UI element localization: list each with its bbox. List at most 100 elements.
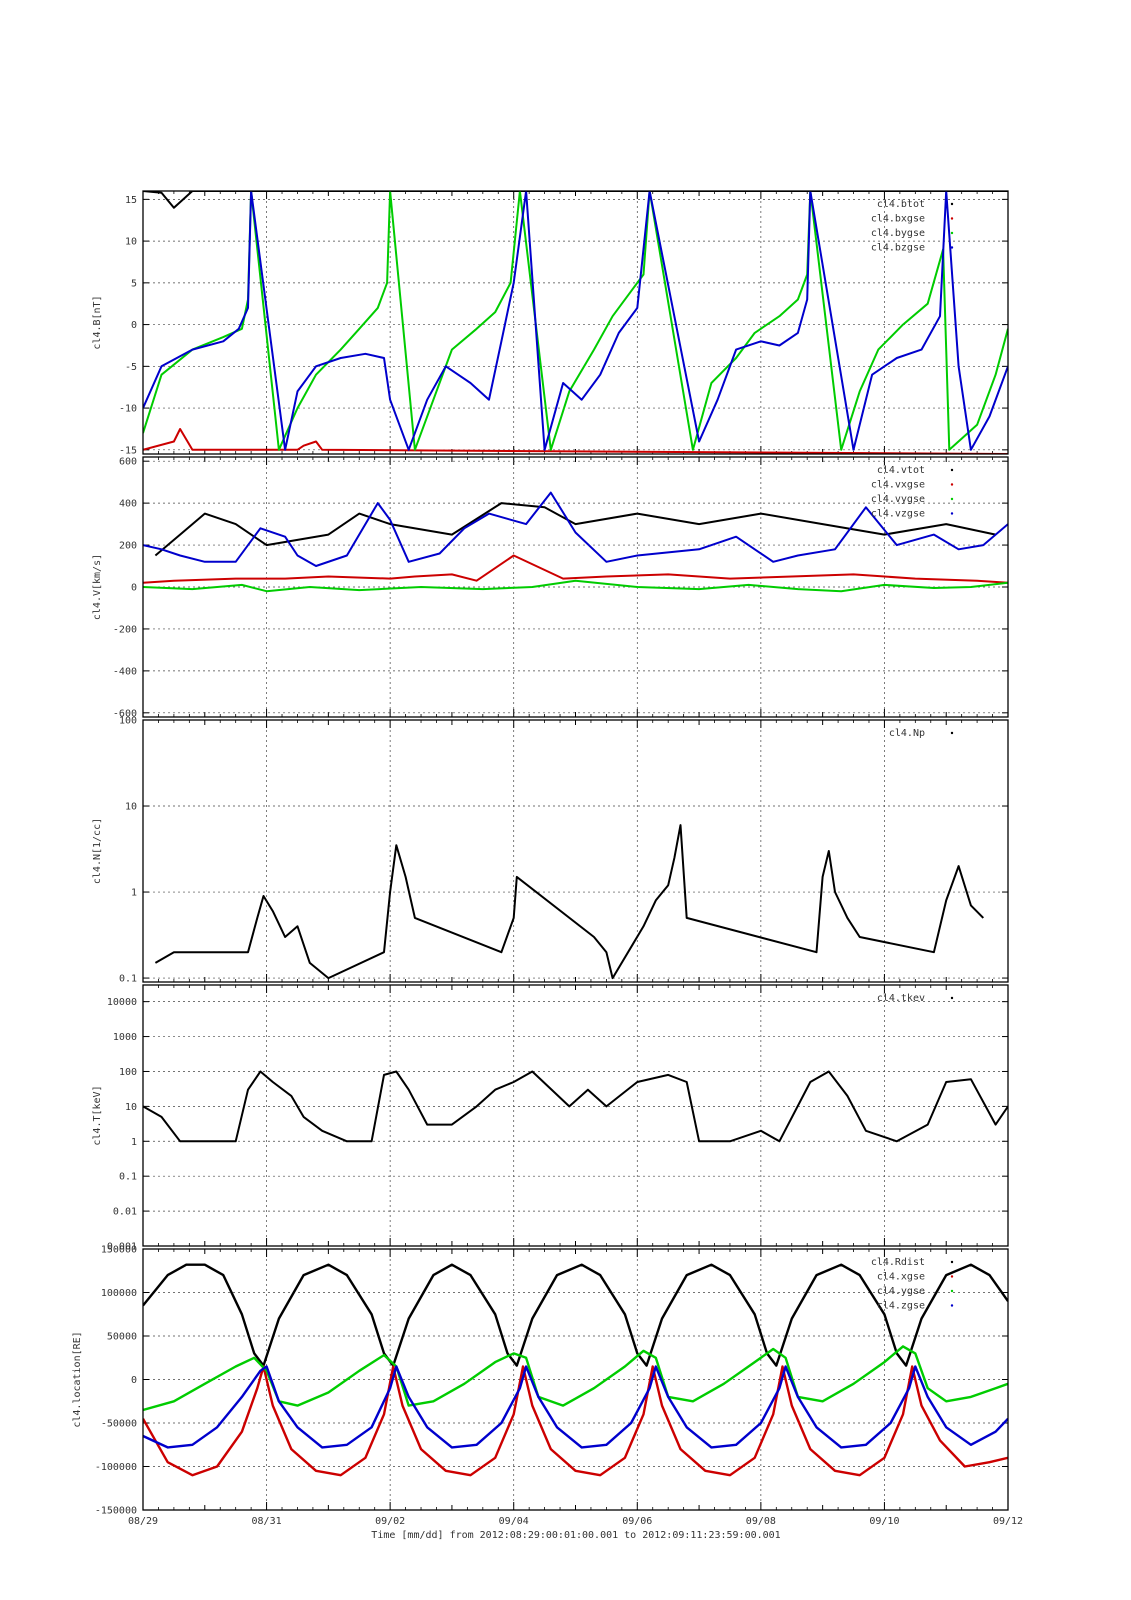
panel-frame: [142, 456, 1009, 718]
y-tick-label: 1000: [113, 1032, 137, 1043]
legend-label: cl4.xgse: [877, 1272, 925, 1283]
legend-marker: [950, 202, 954, 206]
x-tick-label: 09/12: [993, 1516, 1023, 1527]
series-cl4-btot: [143, 191, 1008, 209]
y-axis-title: cl4.V[km/s]: [92, 554, 103, 620]
legend-label: cl4.zgse: [877, 1301, 925, 1312]
series-cl4-ygse: [143, 1345, 1008, 1412]
panel-frame: [142, 719, 1009, 983]
legend-marker: [950, 231, 954, 235]
y-tick-label: -10: [119, 404, 137, 415]
legend-marker: [950, 468, 954, 472]
y-tick-label: 50000: [107, 1332, 137, 1343]
x-tick-labels: 08/29 08/31 09/02 09/04 09/06 09/08 09/10 09/12: [128, 1516, 1023, 1527]
y-tick-label: 0.001: [107, 1242, 137, 1253]
legend-marker: [950, 246, 954, 249]
y-axis-title: cl4.B[nT]: [92, 295, 103, 349]
y-tick-label: 0: [131, 1375, 137, 1386]
legend-marker: [950, 497, 954, 501]
y-tick-label: 100: [119, 1067, 137, 1078]
y-tick-label: 0: [131, 320, 137, 331]
legend-label: cl4.vtot: [877, 465, 925, 476]
series-cl4-vygse: [143, 579, 1008, 593]
x-tick-label: 09/08: [746, 1516, 776, 1527]
y-tick-label: 1: [131, 888, 137, 899]
legend-label: cl4.btot: [877, 199, 925, 210]
legend-label: cl4.Rdist: [871, 1257, 925, 1268]
y-axis-title: cl4.T[keV]: [92, 1085, 103, 1145]
legend-label: cl4.vygse: [871, 494, 925, 505]
series-cl4-vxgse: [143, 554, 1008, 584]
series-group: [143, 1070, 1008, 1143]
series-cl4-tkev: [143, 1070, 1008, 1143]
x-tick-label: 09/04: [499, 1516, 529, 1527]
y-tick-label: 0.1: [119, 974, 137, 985]
y-tick-label: 100000: [101, 1288, 137, 1299]
y-tick-label: 0.1: [119, 1172, 137, 1183]
legend-marker: [950, 1260, 954, 1264]
panel-5: -150000 -100000 -50000 0 50000 100000 150000 cl…: [72, 1245, 1009, 1517]
y-tick-label: -400: [113, 666, 137, 677]
x-tick-label: 09/02: [375, 1516, 405, 1527]
y-tick-label: 100: [119, 716, 137, 727]
y-tick-label: 0: [131, 583, 137, 594]
x-tick-label: 09/06: [622, 1516, 652, 1527]
y-axis-title: cl4.location[RE]: [72, 1331, 83, 1427]
y-tick-label: -15: [119, 445, 137, 456]
y-tick-label: -5: [125, 362, 137, 373]
x-tick-label: 08/29: [128, 1516, 158, 1527]
y-tick-label: 1: [131, 1137, 137, 1148]
panel-4: 0.001 0.01 0.1 1 10 100 1000 10000 cl4.T[keV] cl4…: [92, 984, 1009, 1253]
legend-marker: [950, 217, 954, 220]
y-tick-label: 10: [125, 237, 137, 248]
series-cl4-xgse: [143, 1365, 1008, 1477]
legend-marker: [950, 996, 954, 1000]
legend-marker: [950, 731, 954, 735]
y-tick-label: -200: [113, 624, 137, 635]
series-group: [143, 191, 1008, 454]
legend-label: cl4.Np: [889, 728, 925, 739]
y-tick-label: -600: [113, 708, 137, 719]
series-group: [154, 824, 985, 980]
y-tick-label: -150000: [95, 1506, 137, 1517]
series-cl4-vzgse: [143, 491, 1008, 567]
series-group: [143, 1263, 1008, 1477]
y-tick-label: 10000: [107, 997, 137, 1008]
series-cl4-Rdist: [143, 1263, 1008, 1367]
y-tick-label: -100000: [95, 1462, 137, 1473]
series-cl4-vtot: [154, 502, 996, 557]
y-tick-label: 600: [119, 457, 137, 468]
panel-frame: [142, 984, 1009, 1247]
legend-marker: [950, 512, 954, 515]
series-cl4-bzgse: [143, 191, 1008, 451]
y-tick-label: 10: [125, 1102, 137, 1113]
panel-2: -600 -400 -200 0 200 400 600 cl4.V[km/s] cl4.vto…: [92, 456, 1009, 719]
y-tick-label: -50000: [101, 1419, 137, 1430]
panel-frame: [142, 190, 1009, 455]
y-tick-label: 0.01: [113, 1207, 137, 1218]
panel-3: 0.1 1 10 100 cl4.N[1/cc] cl4.Np: [92, 716, 1009, 985]
series-cl4-Np: [154, 824, 985, 980]
legend-marker: [950, 1289, 954, 1293]
legend-label: cl4.vxgse: [871, 480, 925, 491]
legend-label: cl4.vzgse: [871, 509, 925, 520]
legend-label: cl4.tkev: [877, 993, 925, 1004]
panel-frame: [142, 1248, 1009, 1511]
legend-marker: [950, 1275, 954, 1278]
legend-label: cl4.bxgse: [871, 214, 925, 225]
panels-group: -15-10-5051015cl4.B[nT]cl4.btotcl4.bxgse…: [72, 190, 1009, 1517]
y-tick-label: 200: [119, 541, 137, 552]
series-cl4-bxgse: [143, 428, 1008, 454]
legend-marker: [950, 483, 954, 486]
y-tick-label: 150000: [101, 1245, 137, 1256]
panel-1: -15 -10 -5 0 5 10 15 cl4.B[nT] cl4.btot cl4.bxgse…: [92, 190, 1009, 456]
y-tick-label: 10: [125, 802, 137, 813]
legend-label: cl4.bygse: [871, 228, 925, 239]
legend-label: cl4.bzgse: [871, 243, 925, 254]
x-tick-label: 09/10: [869, 1516, 899, 1527]
y-tick-label: 400: [119, 499, 137, 510]
x-tick-label: 08/31: [252, 1516, 282, 1527]
y-axis-title: cl4.N[1/cc]: [92, 818, 103, 884]
y-tick-label: 15: [125, 195, 137, 206]
